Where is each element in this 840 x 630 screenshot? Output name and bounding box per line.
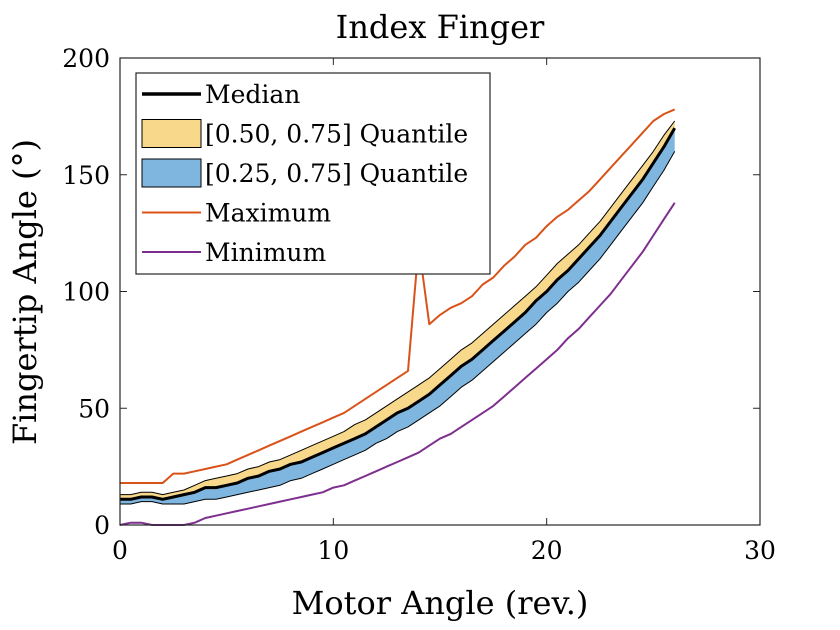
series-line-minimum bbox=[119, 202, 676, 526]
x-axis-label: Motor Angle (rev.) bbox=[292, 584, 589, 622]
series-line-median bbox=[120, 127, 677, 501]
series-line-q-bottom bbox=[120, 151, 676, 505]
legend-swatch-q-lower bbox=[141, 158, 202, 188]
legend-label-maximum: Maximum bbox=[205, 199, 331, 228]
series-line-maximum bbox=[120, 108, 676, 484]
x-ticks: 0 10 20 30 bbox=[112, 58, 776, 565]
y-tick-label: 150 bbox=[62, 161, 110, 190]
legend: Median [0.50, 0.75] Quantile [0.25, 0.75] … bbox=[135, 72, 491, 275]
series-line-q-top bbox=[120, 120, 676, 496]
legend-label-q-lower: [0.25, 0.75] Quantile bbox=[205, 159, 468, 188]
x-tick-label: 20 bbox=[531, 536, 563, 565]
y-tick-label: 200 bbox=[62, 44, 110, 73]
x-tick-label: 30 bbox=[744, 536, 776, 565]
quantile-bands bbox=[120, 121, 675, 504]
legend-label-median: Median bbox=[205, 80, 300, 109]
x-tick-label: 0 bbox=[112, 536, 128, 565]
legend-swatch-q-upper bbox=[141, 119, 202, 148]
y-tick-label: 0 bbox=[94, 511, 110, 540]
legend-label-minimum: Minimum bbox=[205, 238, 326, 267]
y-tick-label: 100 bbox=[62, 278, 110, 307]
y-ticks: 0 50 100 150 200 bbox=[62, 44, 760, 540]
legend-label-q-upper: [0.50, 0.75] Quantile bbox=[205, 120, 468, 149]
x-tick-label: 10 bbox=[317, 536, 349, 565]
series-lines bbox=[119, 108, 677, 526]
legend-entries: Median [0.50, 0.75] Quantile [0.25, 0.75] … bbox=[141, 80, 468, 267]
chart-title: Index Finger bbox=[336, 8, 545, 46]
y-tick-label: 50 bbox=[78, 394, 110, 423]
y-axis-label: Fingertip Angle (°) bbox=[6, 139, 44, 445]
band-quantile-lower bbox=[120, 128, 675, 504]
